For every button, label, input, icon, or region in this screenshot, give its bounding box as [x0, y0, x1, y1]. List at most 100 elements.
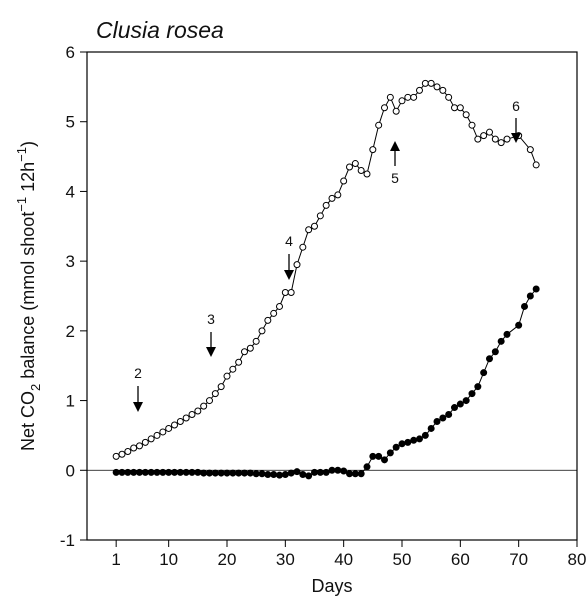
data-point: [491, 135, 499, 143]
data-point: [188, 411, 196, 419]
data-point: [165, 424, 173, 432]
y-tick-label: 6: [66, 43, 75, 62]
data-point: [433, 83, 441, 91]
data-point: [305, 472, 313, 480]
series-line: [116, 288, 537, 477]
data-point: [357, 470, 365, 478]
data-point: [340, 467, 348, 475]
series-line: [115, 82, 537, 457]
data-point: [451, 404, 458, 412]
data-point: [526, 146, 534, 154]
data-point: [375, 121, 383, 129]
data-point: [159, 468, 167, 476]
data-point: [468, 121, 476, 129]
data-point: [118, 468, 126, 476]
data-point: [486, 128, 493, 136]
data-point: [264, 470, 272, 478]
data-point: [404, 93, 412, 101]
data-point: [515, 321, 523, 329]
data-point: [258, 470, 266, 478]
data-point: [351, 470, 359, 478]
y-label-part: −1: [14, 197, 29, 212]
data-point: [176, 417, 184, 425]
data-point: [141, 468, 149, 476]
data-point: [381, 104, 388, 112]
x-tick-label: 40: [334, 550, 353, 569]
data-point: [130, 468, 138, 476]
data-point: [124, 447, 132, 455]
data-point: [503, 135, 511, 143]
data-point: [112, 452, 120, 460]
data-point: [299, 470, 307, 478]
data-point: [363, 170, 371, 178]
data-point: [433, 417, 441, 425]
data-point: [532, 285, 540, 293]
annotation: 2: [134, 365, 142, 381]
data-point: [200, 469, 208, 477]
data-point: [503, 330, 511, 338]
data-point: [299, 243, 307, 251]
data-point: [211, 390, 219, 398]
data-point: [147, 435, 155, 443]
data-point: [346, 163, 353, 171]
data-point: [194, 407, 202, 415]
data-point: [194, 468, 202, 476]
data-point: [159, 428, 167, 436]
data-point: [281, 470, 289, 478]
annotation-arrowhead: [206, 347, 216, 357]
data-point: [223, 469, 231, 477]
data-point: [124, 468, 132, 476]
data-point: [456, 104, 464, 112]
data-point: [497, 139, 505, 147]
x-tick-label: 30: [276, 550, 295, 569]
data-point: [351, 160, 359, 168]
data-point: [398, 97, 406, 105]
data-point: [532, 161, 540, 169]
data-point: [381, 456, 388, 464]
data-point: [200, 402, 208, 410]
annotation-arrowhead: [284, 270, 294, 280]
y-label-part: 12h: [18, 162, 38, 197]
data-point: [258, 327, 266, 335]
data-point: [246, 469, 254, 477]
data-point: [497, 337, 505, 345]
y-label-part: balance (mmol shoot: [18, 212, 38, 384]
data-point: [456, 400, 464, 408]
data-point: [439, 86, 447, 94]
data-point: [223, 372, 231, 380]
data-point: [182, 414, 190, 422]
data-point: [136, 468, 143, 476]
data-point: [462, 397, 470, 405]
y-axis-label: Net CO2 balance (mmol shoot−1 12h−1): [14, 141, 43, 451]
annotation-arrowhead: [390, 141, 400, 151]
data-point: [241, 348, 248, 356]
annotation: 4: [285, 233, 293, 249]
y-tick-label: 1: [66, 392, 75, 411]
data-point: [340, 177, 348, 185]
annotation: 6: [512, 98, 520, 114]
x-tick-label: 50: [393, 550, 412, 569]
data-point: [206, 469, 213, 477]
y-tick-label: -1: [60, 531, 75, 550]
data-point: [526, 292, 534, 300]
data-point: [241, 469, 248, 477]
data-point: [398, 440, 406, 448]
data-point: [235, 469, 243, 477]
data-point: [421, 79, 429, 87]
data-point: [206, 397, 213, 405]
y-tick-label: 2: [66, 322, 75, 341]
y-label-part: ): [18, 141, 38, 147]
data-point: [252, 470, 260, 478]
data-point: [322, 201, 330, 209]
data-point: [229, 469, 237, 477]
annotation-arrowhead: [133, 402, 143, 412]
data-point: [486, 355, 493, 363]
x-tick-label: 10: [159, 550, 178, 569]
data-point: [305, 226, 313, 234]
data-point: [229, 365, 237, 373]
data-point: [334, 191, 342, 199]
data-point: [293, 468, 301, 476]
data-point: [153, 468, 161, 476]
data-point: [264, 316, 272, 324]
